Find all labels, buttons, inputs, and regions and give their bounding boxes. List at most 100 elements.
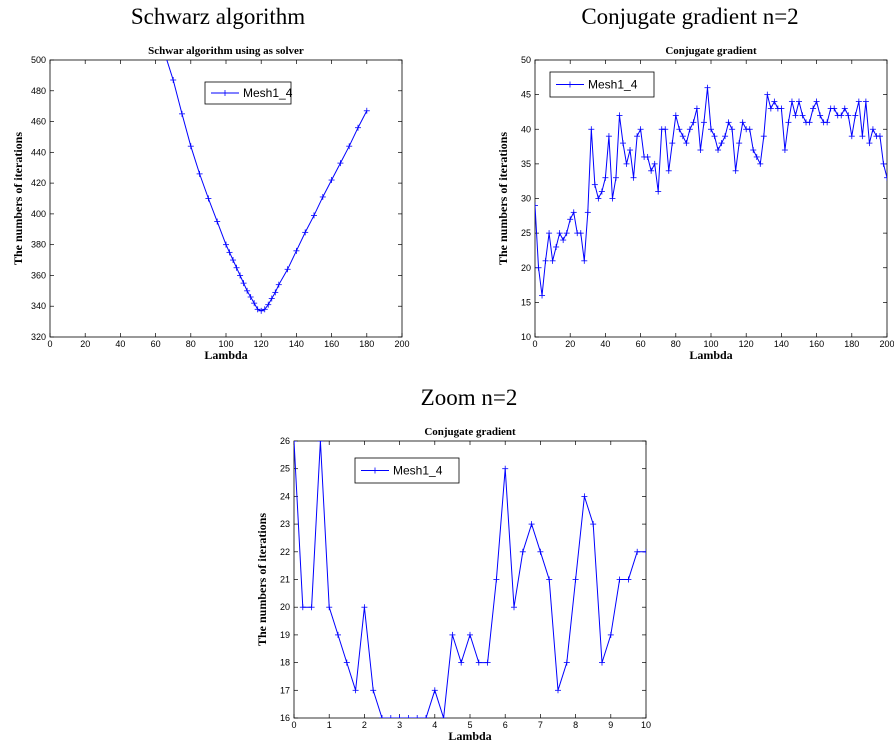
data-point-marker	[379, 715, 385, 718]
data-point-marker	[855, 98, 862, 105]
series-line	[166, 60, 368, 312]
data-point-marker	[711, 133, 718, 140]
chart-title: Conjugate gradient	[665, 45, 757, 57]
data-point-marker	[539, 292, 546, 299]
data-point-marker	[546, 230, 553, 237]
data-point-marker	[848, 133, 855, 140]
data-point-marker	[268, 295, 275, 302]
series-group	[535, 84, 887, 299]
data-point-marker	[781, 147, 788, 154]
data-point-marker	[458, 659, 465, 666]
legend: Mesh1_4	[204, 81, 293, 105]
data-point-marker	[440, 715, 447, 718]
y-tick-label: 500	[31, 55, 46, 65]
data-point-marker	[700, 119, 707, 126]
data-point-marker	[715, 147, 722, 154]
x-tick-label: 20	[565, 339, 575, 349]
data-point-marker	[739, 119, 746, 126]
data-point-marker	[708, 126, 714, 133]
x-tick-label: 120	[254, 339, 269, 349]
data-point-marker	[771, 98, 778, 105]
data-point-marker	[230, 257, 237, 264]
data-point-marker	[813, 98, 820, 105]
x-tick-label: 10	[641, 720, 651, 730]
data-point-marker	[254, 306, 261, 313]
data-point-marker	[187, 143, 194, 150]
data-point-marker	[859, 133, 866, 140]
y-tick-label: 25	[280, 464, 290, 474]
data-point-marker	[672, 112, 679, 119]
data-point-marker	[630, 174, 637, 181]
y-axis-label: The numbers of iterations	[255, 513, 269, 646]
data-point-marker	[396, 715, 403, 718]
x-tick-label: 6	[503, 720, 508, 730]
data-point-marker	[757, 160, 764, 167]
data-point-marker	[644, 153, 651, 160]
data-point-marker	[244, 287, 251, 294]
y-tick-label: 340	[31, 301, 46, 311]
series-line	[294, 441, 646, 718]
x-tick-label: 80	[671, 339, 681, 349]
data-point-marker	[697, 147, 704, 154]
data-point-marker	[542, 257, 549, 264]
data-point-marker	[555, 687, 561, 694]
data-point-marker	[686, 126, 693, 133]
y-tick-label: 17	[280, 685, 290, 695]
data-point-marker	[676, 126, 683, 133]
data-point-marker	[449, 631, 456, 638]
chart-schwarz: 0 20 40 60 80 100 120 140 160 180 200 320 340 360 380 4…	[11, 45, 410, 362]
x-tick-label: 180	[844, 339, 859, 349]
data-point-marker	[584, 209, 591, 216]
data-point-marker	[581, 493, 588, 500]
data-point-marker	[387, 715, 394, 718]
panel-title-schwarz: Schwarz algorithm	[131, 4, 305, 29]
data-point-marker	[233, 264, 240, 271]
legend-label: Mesh1_4	[588, 78, 638, 92]
data-point-marker	[337, 160, 344, 167]
plot-area-frame	[293, 440, 647, 719]
data-point-marker	[616, 112, 623, 119]
data-point-marker	[599, 659, 605, 666]
data-point-marker	[627, 147, 634, 154]
data-point-marker	[370, 687, 377, 694]
data-point-marker	[251, 300, 258, 307]
x-tick-label: 40	[115, 339, 125, 349]
data-point-marker	[595, 195, 602, 202]
data-point-marker	[722, 133, 729, 140]
data-point-marker	[581, 257, 588, 264]
y-tick-label: 40	[521, 124, 531, 134]
data-point-marker	[634, 548, 641, 555]
legend-label: Mesh1_4	[393, 464, 443, 478]
data-point-marker	[778, 105, 785, 112]
data-point-marker	[431, 687, 438, 694]
y-tick-label: 21	[280, 575, 290, 585]
data-point-marker	[343, 659, 350, 666]
y-tick-label: 20	[521, 263, 531, 273]
data-point-marker	[467, 631, 473, 638]
data-point-marker	[258, 307, 265, 314]
chart-conjugate-gradient: 0 20 40 60 80 100 120 140 160 180 200 10 15 20 25 30 35 4…	[496, 45, 894, 362]
data-point-marker	[355, 124, 361, 131]
data-point-marker	[549, 257, 556, 264]
data-point-marker	[662, 126, 669, 133]
data-point-marker	[326, 604, 333, 611]
data-point-marker	[590, 521, 597, 528]
data-point-marker	[556, 230, 563, 237]
data-point-marker	[335, 631, 341, 638]
data-point-marker	[665, 167, 672, 174]
data-point-marker	[796, 98, 802, 105]
x-tick-label: 80	[186, 339, 196, 349]
data-point-marker	[704, 84, 711, 91]
y-tick-label: 400	[31, 209, 46, 219]
data-point-marker	[799, 112, 806, 119]
y-tick-label: 30	[521, 194, 531, 204]
y-tick-label: 26	[280, 436, 290, 446]
data-point-marker	[223, 241, 229, 248]
y-tick-label: 25	[521, 228, 531, 238]
panel-title-zoom: Zoom n=2	[421, 385, 518, 410]
data-point-marker	[563, 659, 570, 666]
data-point-marker	[607, 631, 614, 638]
data-point-marker	[690, 119, 697, 126]
data-point-marker	[605, 133, 612, 140]
